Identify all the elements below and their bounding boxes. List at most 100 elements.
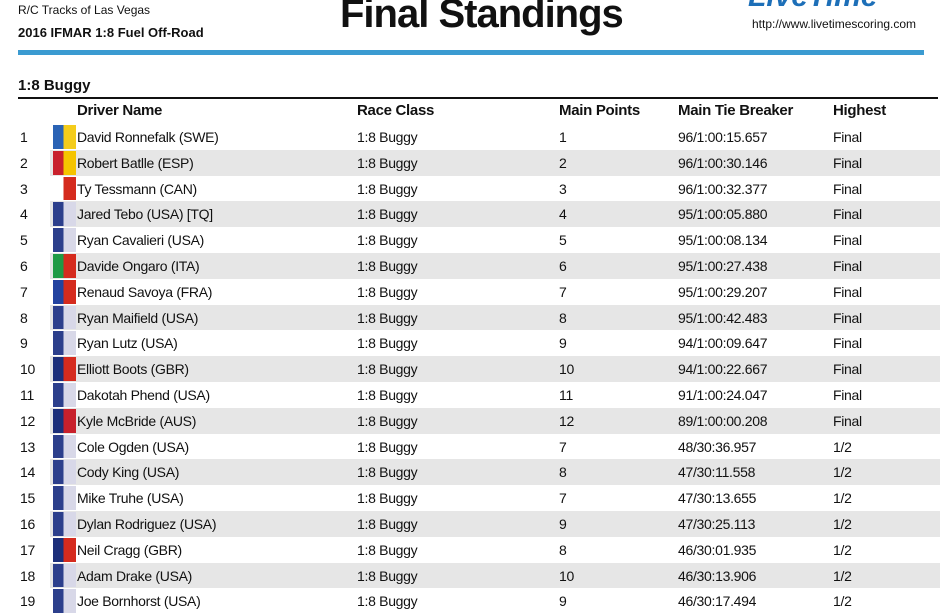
logo: LiveTime (748, 0, 878, 14)
table-cell: 18 (20, 567, 35, 584)
table-cell: 94/1:00:22.667 (678, 361, 768, 378)
table-cell: 9 (559, 335, 567, 352)
table-cell: Final (833, 283, 862, 300)
table-cell: 17 (20, 541, 35, 558)
flag-icon (53, 228, 76, 252)
column-header: Highest (833, 102, 886, 119)
table-cell: 1:8 Buggy (357, 412, 418, 429)
driver-name: Elliott Boots (GBR) (77, 361, 189, 378)
table-cell: 1/2 (833, 567, 852, 584)
driver-name: David Ronnefalk (SWE) (77, 129, 219, 145)
driver-name: Mike Truhe (USA) (77, 490, 184, 507)
driver-name: Jared Tebo (USA) [TQ] (77, 206, 213, 223)
table-cell: 89/1:00:00.208 (678, 412, 768, 429)
flag-icon (53, 512, 76, 536)
table-cell: 1:8 Buggy (357, 541, 418, 558)
table-cell: 7 (559, 490, 567, 507)
table-cell: 15 (20, 490, 35, 507)
driver-name: Dylan Rodriguez (USA) (77, 516, 217, 532)
driver-name: Ryan Cavalieri (USA) (77, 232, 205, 249)
table-cell: 1:8 Buggy (357, 154, 418, 171)
table-cell: Final (833, 258, 862, 274)
table-cell: 1/2 (833, 490, 852, 507)
table-cell: 9 (559, 593, 567, 610)
row-shade (50, 459, 940, 486)
table-cell: 95/1:00:27.438 (678, 258, 768, 274)
table-cell: 95/1:00:05.880 (678, 206, 768, 223)
flag-icon (53, 357, 76, 381)
table-cell: 5 (20, 232, 28, 249)
table-cell: 46/30:01.935 (678, 541, 757, 558)
table-cell: 14 (20, 464, 35, 481)
table-cell: 8 (559, 464, 567, 481)
driver-name: Kyle McBride (AUS) (77, 412, 197, 429)
table-cell: 96/1:00:15.657 (678, 129, 768, 145)
driver-name: Cole Ogden (USA) (77, 438, 189, 455)
driver-name: Robert Batlle (ESP) (77, 154, 194, 171)
driver-name: Dakotah Phend (USA) (77, 387, 210, 403)
table-cell: 95/1:00:08.134 (678, 232, 768, 249)
flag-icon (53, 125, 76, 149)
column-header: Main Tie Breaker (678, 102, 793, 119)
column-header: Race Class (357, 102, 435, 119)
table-cell: 6 (559, 258, 567, 274)
table-cell: 12 (559, 412, 574, 429)
table-cell: 16 (20, 516, 35, 532)
column-header: Driver Name (77, 102, 163, 119)
flag-icon (53, 331, 76, 356)
flag-icon (53, 589, 76, 614)
table-cell: 10 (559, 361, 574, 378)
table-cell: 13 (20, 438, 35, 455)
driver-name: Neil Cragg (GBR) (77, 541, 182, 558)
table-cell: 1:8 Buggy (357, 464, 418, 481)
table-cell: 8 (20, 309, 28, 326)
table-cell: 12 (20, 412, 35, 429)
row-shade (50, 562, 940, 589)
table-cell: 95/1:00:29.207 (678, 283, 768, 300)
table-cell: 46/30:17.494 (678, 593, 757, 610)
table-cell: 11 (20, 387, 34, 403)
driver-name: Joe Bornhorst (USA) (77, 593, 201, 610)
table-cell: 5 (559, 232, 567, 249)
event: 2016 IFMAR 1:8 Fuel Off-Road (18, 25, 204, 40)
flag-icon (53, 537, 76, 562)
venue: R/C Tracks of Las Vegas (18, 3, 151, 17)
table-cell: 47/30:25.113 (678, 516, 756, 532)
driver-name: Davide Ongaro (ITA) (77, 258, 200, 274)
table-cell: 8 (559, 541, 567, 558)
flag-icon (53, 202, 76, 227)
table-cell: 46/30:13.906 (678, 567, 757, 584)
table-cell: 19 (20, 593, 35, 610)
table-cell: 94/1:00:09.647 (678, 335, 768, 352)
table-cell: 1:8 Buggy (357, 490, 418, 507)
table-cell: Final (833, 232, 862, 249)
table-cell: Final (833, 361, 862, 378)
table-cell: 1:8 Buggy (357, 232, 418, 249)
page-title: Final Standings (340, 0, 624, 36)
table-cell: 48/30:36.957 (678, 438, 757, 455)
table-cell: 1 (559, 129, 567, 145)
table-cell: 7 (559, 438, 567, 455)
table-cell: Final (833, 129, 862, 145)
table-cell: 1:8 Buggy (357, 309, 418, 326)
driver-name: Cody King (USA) (77, 464, 180, 481)
table-cell: 96/1:00:32.377 (678, 180, 768, 197)
column-header: Main Points (559, 102, 640, 119)
row-shade (50, 356, 940, 382)
table-cell: 1:8 Buggy (357, 438, 418, 455)
row-shade (50, 511, 940, 537)
table-cell: 1:8 Buggy (357, 180, 418, 197)
table-cell: 7 (559, 283, 567, 300)
table-cell: 2 (20, 154, 28, 171)
table-cell: 11 (559, 387, 573, 403)
table-cell: 1:8 Buggy (357, 129, 418, 145)
table-cell: 1:8 Buggy (357, 258, 418, 274)
row-shade (50, 304, 940, 331)
table-cell: 10 (20, 361, 35, 378)
flag-icon (53, 279, 76, 304)
table-cell: Final (833, 180, 862, 197)
row-shade (50, 149, 940, 176)
table-cell: 1:8 Buggy (357, 516, 418, 532)
flag-icon (53, 460, 76, 485)
